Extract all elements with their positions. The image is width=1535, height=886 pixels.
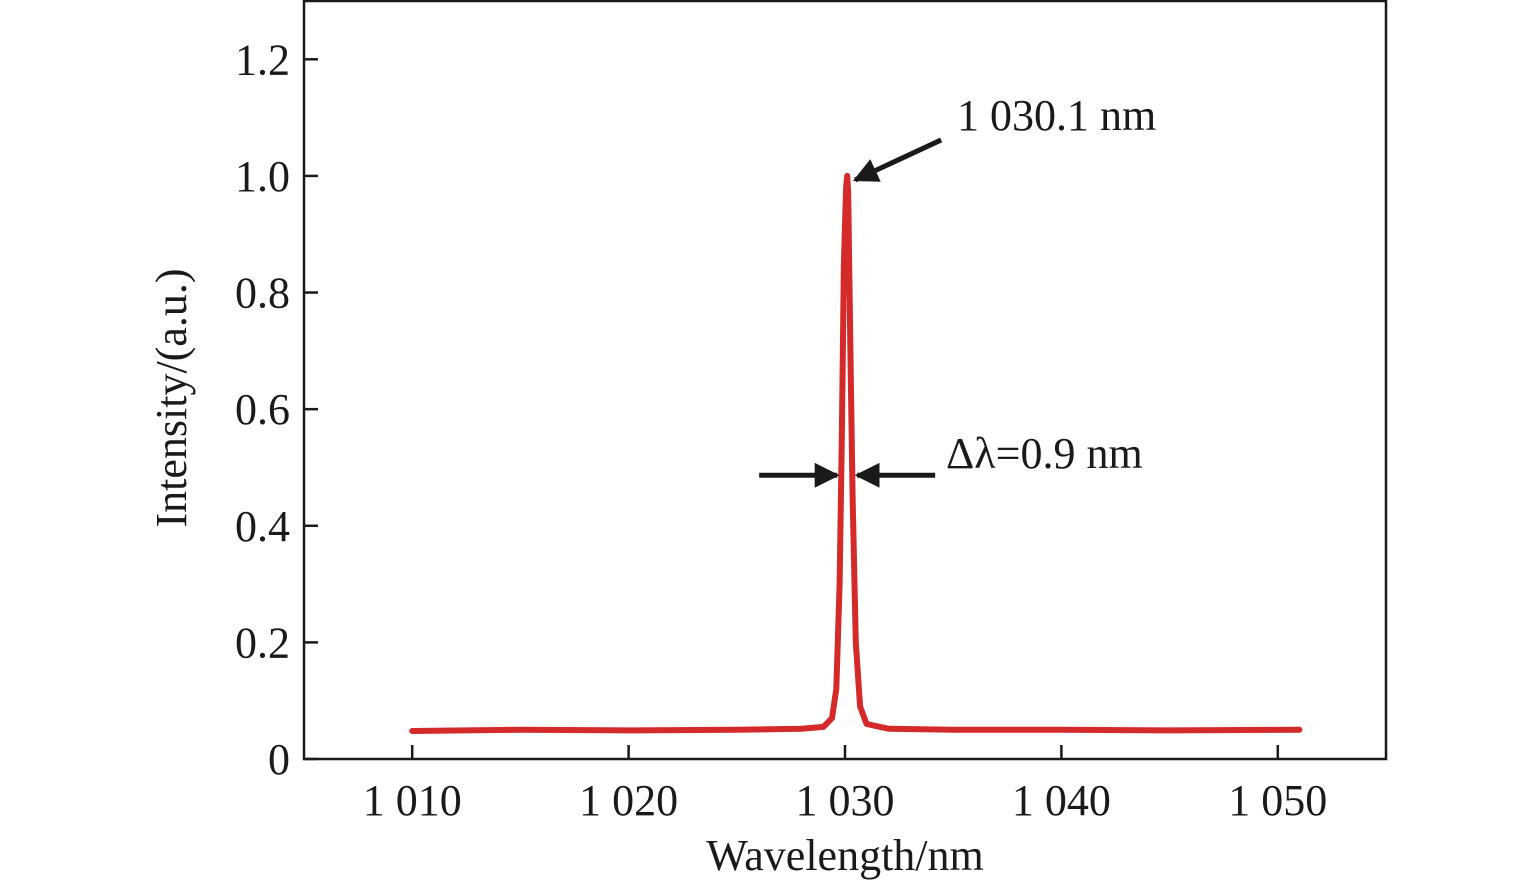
peak-label: 1 030.1 nm <box>957 91 1156 140</box>
x-axis-label: Wavelength/nm <box>706 831 984 880</box>
y-axis-label: Intensity/(a.u.) <box>147 268 196 527</box>
y-tick-label: 0 <box>268 735 290 784</box>
fwhm-label: Δλ=0.9 nm <box>946 429 1143 478</box>
x-tick-label: 1 050 <box>1228 776 1327 825</box>
annotation-layer: 1 030.1 nm Δλ=0.9 nm <box>759 91 1156 488</box>
y-tick-label: 0.8 <box>235 269 290 318</box>
x-tick-label: 1 020 <box>579 776 678 825</box>
spectrum-line <box>409 172 1303 734</box>
x-axis-ticks: 1 010 1 020 1 030 1 040 1 050 <box>363 745 1327 825</box>
y-axis-ticks: 0 0.2 0.4 0.6 0.8 1.0 1.2 <box>235 35 318 784</box>
y-tick-label: 1.0 <box>235 152 290 201</box>
y-tick-label: 0.2 <box>235 618 290 667</box>
x-tick-label: 1 030 <box>796 776 895 825</box>
x-tick-label: 1 010 <box>363 776 462 825</box>
y-tick-label: 1.2 <box>235 35 290 84</box>
y-tick-label: 0.6 <box>235 385 290 434</box>
peak-arrow <box>852 137 943 183</box>
y-tick-label: 0.4 <box>235 502 290 551</box>
x-tick-label: 1 040 <box>1012 776 1111 825</box>
series-layer <box>409 172 1303 734</box>
